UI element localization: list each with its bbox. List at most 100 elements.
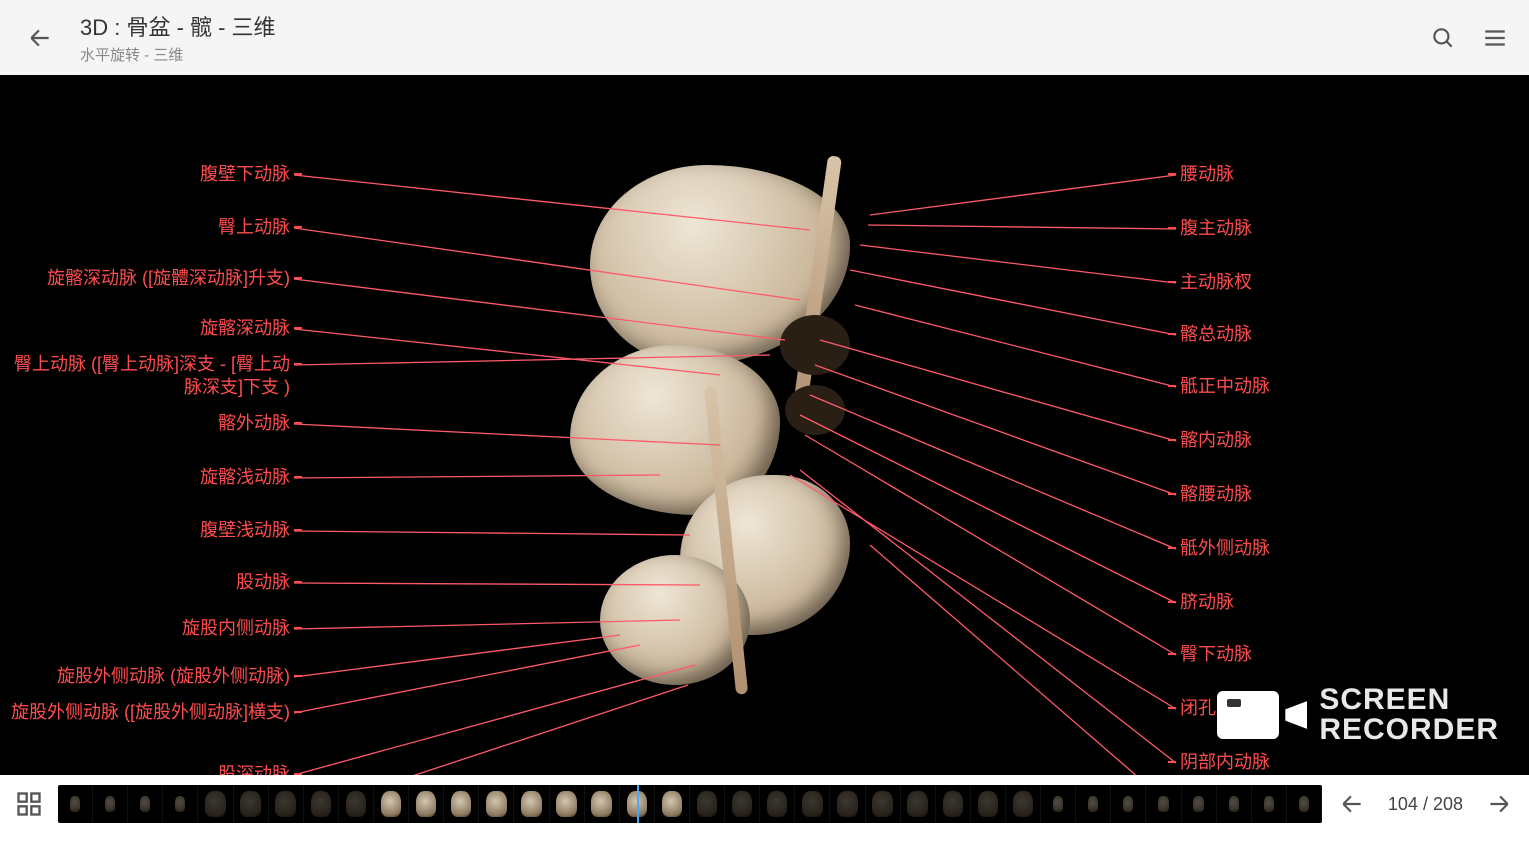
frame-thumbnail[interactable] <box>936 785 971 823</box>
back-button[interactable] <box>20 18 60 58</box>
arrow-left-icon <box>27 25 53 51</box>
anatomy-label-right[interactable]: 髂总动脉 <box>1180 323 1252 346</box>
thumbnail-grid-button[interactable] <box>12 787 46 821</box>
page-subtitle: 水平旋转 - 三维 <box>80 44 1429 65</box>
anatomy-label-left[interactable]: 臀上动脉 <box>218 216 290 239</box>
search-button[interactable] <box>1429 24 1457 52</box>
anatomy-label-right[interactable]: 腰动脉 <box>1180 163 1234 186</box>
camera-icon <box>1217 685 1307 745</box>
frame-thumbnail[interactable] <box>128 785 163 823</box>
anatomy-label-left[interactable]: 髂外动脉 <box>218 412 290 435</box>
anatomy-label-right[interactable]: 髂腰动脉 <box>1180 483 1252 506</box>
frame-thumbnail[interactable] <box>1252 785 1287 823</box>
grid-icon <box>15 790 43 818</box>
label-text: 脐动脉 <box>1180 592 1234 612</box>
frame-thumbnail[interactable] <box>830 785 865 823</box>
frame-thumbnail[interactable] <box>1217 785 1252 823</box>
screen-recorder-watermark: SCREEN RECORDER <box>1217 685 1499 745</box>
anatomy-label-right[interactable]: 骶正中动脉 <box>1180 375 1270 398</box>
frame-thumbnail[interactable] <box>444 785 479 823</box>
frame-thumbnail[interactable] <box>690 785 725 823</box>
anatomy-label-right[interactable]: 主动脉杈 <box>1180 271 1252 294</box>
frame-thumbnail[interactable] <box>1111 785 1146 823</box>
scrubber-playhead[interactable] <box>637 785 639 823</box>
anatomy-label-left[interactable]: 腹壁浅动脉 <box>200 519 290 542</box>
prev-frame-button[interactable] <box>1334 786 1370 822</box>
anatomy-label-left[interactable]: 股动脉 <box>236 571 290 594</box>
anatomy-label-left[interactable]: 旋髂深动脉 ([旋體深动脉]升支) <box>47 267 290 290</box>
label-text: 髂腰动脉 <box>1180 484 1252 504</box>
anatomy-label-right[interactable]: 脐动脉 <box>1180 591 1234 614</box>
frame-thumbnail[interactable] <box>901 785 936 823</box>
frame-thumbnail[interactable] <box>163 785 198 823</box>
frame-thumbnail[interactable] <box>1006 785 1041 823</box>
anatomy-label-left[interactable]: 旋髂深动脉 <box>200 317 290 340</box>
viewer-canvas[interactable]: 腹壁下动脉臀上动脉旋髂深动脉 ([旋體深动脉]升支) 旋髂深动脉臀上动脉 ([臀上… <box>0 75 1529 775</box>
anatomy-label-left[interactable]: 腹壁下动脉 <box>200 163 290 186</box>
anatomy-model <box>560 155 900 695</box>
label-text: 髂外动脉 <box>218 413 290 433</box>
label-text: 腰动脉 <box>1180 164 1234 184</box>
frame-thumbnail[interactable] <box>198 785 233 823</box>
frame-thumbnail[interactable] <box>585 785 620 823</box>
watermark-line2: RECORDER <box>1319 715 1499 745</box>
frame-thumbnail[interactable] <box>339 785 374 823</box>
label-text: 腹壁下动脉 <box>200 164 290 184</box>
menu-button[interactable] <box>1481 24 1509 52</box>
anatomy-label-right[interactable]: 臀下动脉 <box>1180 643 1252 666</box>
label-text: 旋股外侧动脉 ([旋股外侧动脉]横支) <box>11 702 290 722</box>
frame-thumbnail[interactable] <box>866 785 901 823</box>
anatomy-label-right[interactable]: 髂内动脉 <box>1180 429 1252 452</box>
frame-thumbnail[interactable] <box>93 785 128 823</box>
anatomy-label-left[interactable]: 臀上动脉 ([臀上动脉]深支 - [臀上动脉深支]下支 ) <box>10 353 290 400</box>
frame-thumbnail[interactable] <box>760 785 795 823</box>
anatomy-label-left[interactable]: 旋髂浅动脉 <box>200 466 290 489</box>
frame-scrubber[interactable] <box>58 785 1322 823</box>
label-text: 臀下动脉 <box>1180 644 1252 664</box>
frame-thumbnail[interactable] <box>58 785 93 823</box>
watermark-line1: SCREEN <box>1319 685 1499 715</box>
frame-thumbnail[interactable] <box>409 785 444 823</box>
frame-thumbnail[interactable] <box>304 785 339 823</box>
label-text: 旋股外侧动脉 (旋股外侧动脉) <box>57 666 290 686</box>
frame-thumbnail[interactable] <box>550 785 585 823</box>
anatomy-label-right[interactable]: 骶外侧动脉 <box>1180 537 1270 560</box>
label-text: 旋髂深动脉 <box>200 318 290 338</box>
anatomy-label-left[interactable]: 股深动脉 <box>218 763 290 775</box>
label-text: 旋髂深动脉 ([旋體深动脉]升支) <box>47 268 290 288</box>
next-frame-button[interactable] <box>1481 786 1517 822</box>
frame-thumbnail[interactable] <box>479 785 514 823</box>
label-text: 骶外侧动脉 <box>1180 538 1270 558</box>
anatomy-label-left[interactable]: 旋股外侧动脉 (旋股外侧动脉) <box>57 665 290 688</box>
label-text: 股动脉 <box>236 572 290 592</box>
frame-thumbnail[interactable] <box>1287 785 1322 823</box>
current-frame: 104 <box>1388 794 1418 814</box>
frame-thumbnail[interactable] <box>1076 785 1111 823</box>
app-header: 3D : 骨盆 - 髋 - 三维 水平旋转 - 三维 <box>0 0 1529 75</box>
frame-thumbnail[interactable] <box>374 785 409 823</box>
frame-thumbnail[interactable] <box>1146 785 1181 823</box>
label-text: 阴部内动脉 <box>1180 752 1270 772</box>
frame-thumbnail[interactable] <box>725 785 760 823</box>
anatomy-label-left[interactable]: 旋股外侧动脉 ([旋股外侧动脉]横支) <box>11 701 290 724</box>
frame-thumbnail[interactable] <box>1041 785 1076 823</box>
anatomy-label-right[interactable]: 阴部内动脉 <box>1180 751 1270 774</box>
label-text: 髂内动脉 <box>1180 430 1252 450</box>
frame-thumbnail[interactable] <box>1182 785 1217 823</box>
frame-thumbnail[interactable] <box>795 785 830 823</box>
page-title: 3D : 骨盆 - 髋 - 三维 <box>80 10 1429 42</box>
arrow-left-icon <box>1339 791 1365 817</box>
frame-thumbnail[interactable] <box>269 785 304 823</box>
anatomy-label-right[interactable]: 腹主动脉 <box>1180 217 1252 240</box>
frame-thumbnail[interactable] <box>234 785 269 823</box>
title-block: 3D : 骨盆 - 髋 - 三维 水平旋转 - 三维 <box>80 10 1429 65</box>
frame-thumbnail[interactable] <box>971 785 1006 823</box>
search-icon <box>1430 25 1456 51</box>
label-text: 髂总动脉 <box>1180 324 1252 344</box>
frame-thumbnail[interactable] <box>655 785 690 823</box>
label-text: 主动脉杈 <box>1180 272 1252 292</box>
anatomy-label-left[interactable]: 旋股内侧动脉 <box>182 617 290 640</box>
frame-thumbnail[interactable] <box>514 785 549 823</box>
label-text: 腹壁浅动脉 <box>200 520 290 540</box>
label-text: 骶正中动脉 <box>1180 376 1270 396</box>
